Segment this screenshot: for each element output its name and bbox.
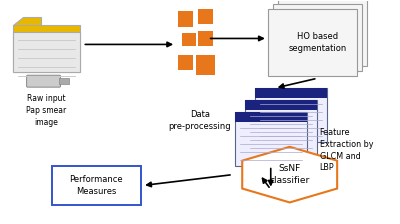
Text: HO based
segmentation: HO based segmentation <box>288 32 347 53</box>
FancyBboxPatch shape <box>255 88 326 142</box>
FancyBboxPatch shape <box>278 0 368 66</box>
Text: Feature
Extraction by
GLCM and
LBP: Feature Extraction by GLCM and LBP <box>320 128 373 172</box>
FancyBboxPatch shape <box>245 100 316 110</box>
FancyBboxPatch shape <box>27 75 60 87</box>
FancyBboxPatch shape <box>182 33 196 46</box>
Text: Data
pre-processing: Data pre-processing <box>169 110 231 131</box>
Text: Performance
Measures: Performance Measures <box>70 175 123 196</box>
FancyBboxPatch shape <box>198 31 213 46</box>
FancyBboxPatch shape <box>13 32 80 72</box>
FancyBboxPatch shape <box>268 9 358 76</box>
FancyBboxPatch shape <box>198 9 213 24</box>
FancyBboxPatch shape <box>273 4 362 71</box>
FancyBboxPatch shape <box>178 11 194 26</box>
FancyBboxPatch shape <box>13 25 80 72</box>
Polygon shape <box>242 147 337 202</box>
FancyBboxPatch shape <box>178 55 194 70</box>
FancyBboxPatch shape <box>245 100 316 154</box>
Text: Raw input
Pap smear
image: Raw input Pap smear image <box>26 94 67 127</box>
Polygon shape <box>13 17 40 25</box>
FancyBboxPatch shape <box>52 166 141 205</box>
Text: SsNF
classifier: SsNF classifier <box>270 164 310 185</box>
FancyBboxPatch shape <box>235 112 307 122</box>
FancyBboxPatch shape <box>255 88 326 98</box>
FancyBboxPatch shape <box>235 112 307 166</box>
FancyBboxPatch shape <box>196 55 215 75</box>
FancyBboxPatch shape <box>60 78 70 84</box>
